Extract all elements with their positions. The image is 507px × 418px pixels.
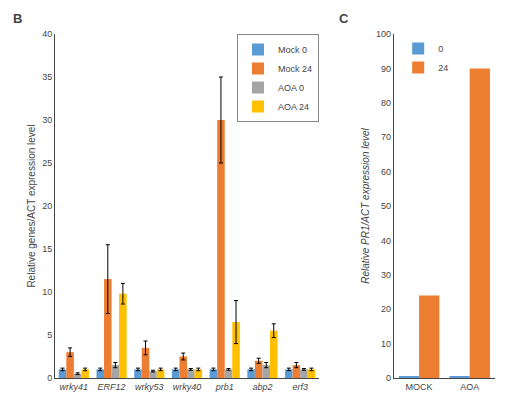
svg-text:0: 0	[438, 44, 443, 54]
svg-text:15: 15	[42, 244, 52, 254]
svg-text:MOCK: MOCK	[406, 382, 433, 392]
svg-text:30: 30	[42, 115, 52, 125]
svg-text:40: 40	[381, 236, 391, 246]
svg-text:wrky40: wrky40	[173, 382, 202, 392]
svg-text:AOA 24: AOA 24	[278, 102, 309, 112]
svg-text:60: 60	[381, 167, 391, 177]
svg-text:ERF12: ERF12	[98, 382, 126, 392]
svg-text:prb1: prb1	[215, 382, 234, 392]
svg-text:50: 50	[381, 201, 391, 211]
svg-text:30: 30	[381, 270, 391, 280]
svg-text:Mock 24: Mock 24	[278, 64, 312, 74]
svg-text:90: 90	[381, 64, 391, 74]
svg-text:70: 70	[381, 132, 391, 142]
svg-text:0: 0	[47, 373, 52, 383]
svg-text:wrky53: wrky53	[135, 382, 164, 392]
svg-text:10: 10	[42, 287, 52, 297]
svg-text:Relative PR1/ACT expression le: Relative PR1/ACT expression level	[360, 127, 371, 283]
svg-text:AOA: AOA	[460, 382, 479, 392]
svg-text:100: 100	[376, 29, 391, 39]
svg-text:Relative genes/ACT expression: Relative genes/ACT expression level	[26, 124, 37, 287]
svg-text:erf3: erf3	[292, 382, 308, 392]
svg-text:B: B	[13, 11, 22, 26]
svg-text:Mock 0: Mock 0	[278, 45, 307, 55]
svg-text:5: 5	[47, 330, 52, 340]
svg-text:wrky41: wrky41	[60, 382, 89, 392]
svg-text:80: 80	[381, 98, 391, 108]
svg-text:abp2: abp2	[252, 382, 272, 392]
svg-text:10: 10	[381, 339, 391, 349]
svg-text:C: C	[339, 11, 349, 26]
svg-text:AOA 0: AOA 0	[278, 83, 304, 93]
svg-text:20: 20	[42, 201, 52, 211]
svg-text:20: 20	[381, 304, 391, 314]
svg-text:25: 25	[42, 158, 52, 168]
svg-text:40: 40	[42, 29, 52, 39]
svg-text:0: 0	[386, 373, 391, 383]
svg-text:24: 24	[438, 63, 448, 73]
svg-text:35: 35	[42, 72, 52, 82]
